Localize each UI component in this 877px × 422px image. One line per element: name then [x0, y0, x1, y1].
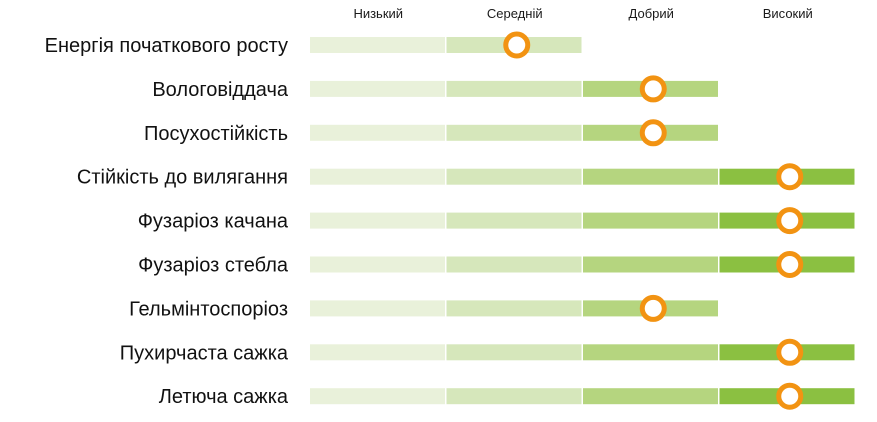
rating-marker: [776, 163, 804, 191]
row-label: Фузаріоз качана: [138, 211, 289, 233]
bar-segment-level-2: [446, 124, 582, 141]
rating-marker: [776, 338, 804, 366]
bar-segment-level-2: [446, 256, 582, 273]
chart-row: Посухостійкість: [144, 119, 718, 147]
chart-row: Енергія початкового росту: [45, 31, 582, 59]
level-header-2: Середній: [487, 6, 543, 21]
rating-marker: [503, 31, 531, 59]
bar-segment-level-3: [583, 388, 718, 405]
row-label: Гельмінтоспоріоз: [129, 298, 288, 320]
level-headers: Низький Середній Добрий Високий: [353, 6, 812, 21]
row-label: Стійкість до вилягання: [77, 167, 288, 189]
bar-segment-level-2: [446, 80, 582, 97]
bar-segment-level-3: [583, 212, 718, 229]
bar-segment-level-1: [310, 80, 445, 97]
bar-segment-level-1: [310, 168, 445, 185]
bar-segment-level-1: [310, 344, 445, 361]
bar-segment-level-1: [310, 388, 445, 405]
row-label: Посухостійкість: [144, 123, 288, 145]
row-label: Пухирчаста сажка: [120, 342, 289, 364]
level-header-1: Низький: [353, 6, 403, 21]
chart-row: Пухирчаста сажка: [120, 338, 855, 366]
rating-marker: [776, 207, 804, 235]
row-label: Фузаріоз стебла: [138, 255, 289, 277]
bar-segment-level-3: [583, 344, 718, 361]
row-label: Енергія початкового росту: [45, 35, 288, 57]
bar-segment-level-2: [446, 344, 582, 361]
level-header-3: Добрий: [629, 6, 674, 21]
chart-row: Фузаріоз стебла: [138, 251, 855, 278]
bar-segment-level-3: [583, 168, 718, 185]
level-header-4: Високий: [763, 6, 813, 21]
chart-row: Фузаріоз качана: [138, 207, 855, 235]
bar-segment-level-1: [310, 256, 445, 273]
bar-segment-level-1: [310, 212, 445, 229]
bar-segment-level-2: [446, 212, 582, 229]
chart-row: Вологовіддача: [152, 75, 718, 103]
bar-segment-level-1: [310, 37, 445, 53]
row-label: Летюча сажка: [159, 386, 289, 408]
bar-segment-level-1: [310, 124, 445, 141]
rating-marker: [639, 294, 667, 322]
rating-marker: [639, 75, 667, 103]
rating-marker: [776, 382, 804, 410]
chart-row: Стійкість до вилягання: [77, 163, 855, 191]
bar-segment-level-2: [446, 168, 582, 185]
bar-segment-level-3: [583, 256, 718, 273]
chart-rows: Енергія початкового росту Вологовіддача По…: [45, 31, 855, 410]
rating-marker: [639, 119, 667, 147]
bar-segment-level-1: [310, 300, 445, 317]
row-label: Вологовіддача: [152, 79, 289, 101]
chart-row: Летюча сажка: [159, 382, 855, 410]
bar-segment-level-2: [446, 300, 582, 317]
chart-row: Гельмінтоспоріоз: [129, 294, 718, 322]
rating-marker: [776, 251, 804, 278]
bar-segment-level-2: [446, 388, 582, 405]
